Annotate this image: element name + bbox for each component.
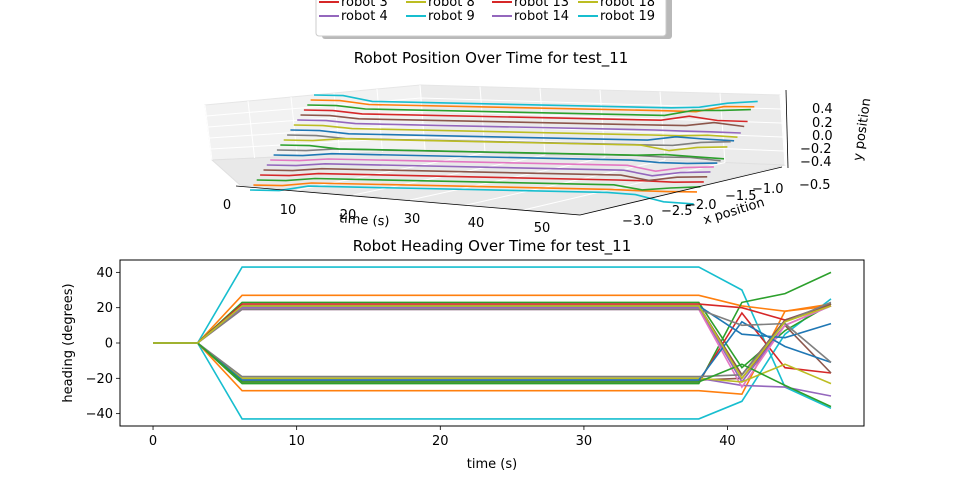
z-tick-label: 0.4 xyxy=(812,102,833,117)
x-tick-label: −3.0 xyxy=(622,214,654,229)
trajectory-3d-line xyxy=(290,129,735,142)
heading-plot: Robot Heading Over Time for test_11 0 10 2… xyxy=(61,237,865,472)
heading-x-axis-label: time (s) xyxy=(467,457,517,472)
trajectory-3d-line xyxy=(293,124,738,138)
trajectory-3d-line xyxy=(297,119,741,134)
grid-line xyxy=(209,123,784,139)
z-tick-label: 0.0 xyxy=(812,129,833,144)
legend-entry-label: robot 4 xyxy=(341,9,388,24)
trajectory-3d-line xyxy=(287,134,731,147)
grid-line xyxy=(376,88,383,153)
time-tick-label: 40 xyxy=(468,216,485,231)
legend-entry-label: robot 13 xyxy=(514,0,569,10)
trajectory-3d-line xyxy=(303,109,748,123)
x-tick-label: −2.5 xyxy=(661,204,693,219)
grid-line xyxy=(204,104,213,161)
time-tick-label: 20 xyxy=(340,208,357,223)
legend-entry-label: robot 3 xyxy=(341,0,388,10)
legend-entry-label: robot 9 xyxy=(428,9,475,24)
time-tick-label: 50 xyxy=(534,221,551,236)
x-tick-label: −1.5 xyxy=(725,189,757,204)
heading-series-line xyxy=(153,305,832,380)
y-position-axis-label: y position xyxy=(851,97,875,162)
y-tick-label: −20 xyxy=(86,372,113,387)
x-axis-line xyxy=(579,166,783,216)
heading-y-ticks: −40 −20 0 20 40 xyxy=(86,266,120,422)
trajectory-3d-line xyxy=(249,185,694,205)
x-tick-label: 40 xyxy=(719,434,736,449)
legend-entry-label: robot 19 xyxy=(600,9,655,24)
heading-plot-title: Robot Heading Over Time for test_11 xyxy=(353,237,632,256)
z-tick-label: 0.2 xyxy=(812,116,833,131)
legend-entry-label: robot 18 xyxy=(600,0,655,10)
y-tick-label: 40 xyxy=(96,266,113,281)
time-axis-line xyxy=(235,185,581,216)
trajectory-3d-line xyxy=(313,94,758,109)
trajectory-3d-line xyxy=(307,104,751,117)
legend-entry-label: robot 14 xyxy=(514,9,569,24)
z-axis-line xyxy=(785,89,789,169)
x-position-ticks: −3.0 −2.5 −2.0 −1.5 −1.0 −0.5 xyxy=(622,178,831,229)
grid-line xyxy=(290,96,298,157)
legend-entry-label: robot 8 xyxy=(428,0,475,10)
heading-plot-area xyxy=(119,259,865,427)
heading-y-axis-label: heading (degrees) xyxy=(61,283,76,402)
time-tick-label: 10 xyxy=(280,203,297,218)
x-tick-label: −0.5 xyxy=(799,178,831,193)
time-axis-label: time (s) xyxy=(339,211,390,229)
trajectories-3d xyxy=(249,94,758,205)
y-tick-label: 20 xyxy=(96,301,113,316)
y-tick-label: −40 xyxy=(86,407,113,422)
grid-line xyxy=(539,88,546,156)
x-tick-label: 0 xyxy=(149,434,157,449)
z-tick-label: −0.4 xyxy=(800,155,832,170)
trajectory-3d-line xyxy=(283,137,728,152)
x-tick-label: 10 xyxy=(288,434,305,449)
trajectory-3d-line xyxy=(273,152,718,165)
trajectory-3d-line xyxy=(310,99,755,113)
grid-line xyxy=(333,92,341,155)
legend-box xyxy=(315,0,667,37)
trajectory-3d-line xyxy=(270,158,714,173)
grid-line xyxy=(779,94,786,166)
trajectory-3d-line xyxy=(253,182,698,193)
trajectory-3d-line xyxy=(260,172,704,184)
z-tick-label: −0.2 xyxy=(800,142,832,157)
x-tick-label: −2.0 xyxy=(685,198,717,213)
heading-x-ticks: 0 10 20 30 40 xyxy=(149,426,736,449)
grid-line xyxy=(419,84,426,151)
legend: robot 3 robot 8 robot 13 robot 18 robot 4 rob… xyxy=(315,0,672,39)
x-tick-label: 20 xyxy=(432,434,449,449)
time-ticks: 0 10 20 30 40 50 xyxy=(223,198,550,236)
trajectory-3d-line xyxy=(280,144,725,160)
trajectory-3d-line xyxy=(300,114,745,128)
trajectory-3d-line xyxy=(263,167,708,182)
x-tick-label: 30 xyxy=(576,434,593,449)
position-plot-title: Robot Position Over Time for test_11 xyxy=(354,49,629,68)
grid-line xyxy=(206,97,782,117)
grid-line xyxy=(247,100,256,159)
heading-series xyxy=(153,266,832,420)
y-tick-label: 0 xyxy=(105,337,113,352)
x-tick-label: −1.0 xyxy=(752,182,784,197)
position-plot-3d: Robot Position Over Time for test_11 0 1… xyxy=(204,49,875,236)
time-tick-label: 30 xyxy=(404,212,421,227)
trajectory-3d-line xyxy=(266,162,711,177)
trajectory-3d-line xyxy=(256,177,701,191)
y-position-ticks: 0.4 0.2 0.0 −0.2 −0.4 xyxy=(800,102,833,170)
grid-line xyxy=(466,159,666,206)
pane-back xyxy=(204,84,426,161)
time-tick-label: 0 xyxy=(223,198,231,213)
